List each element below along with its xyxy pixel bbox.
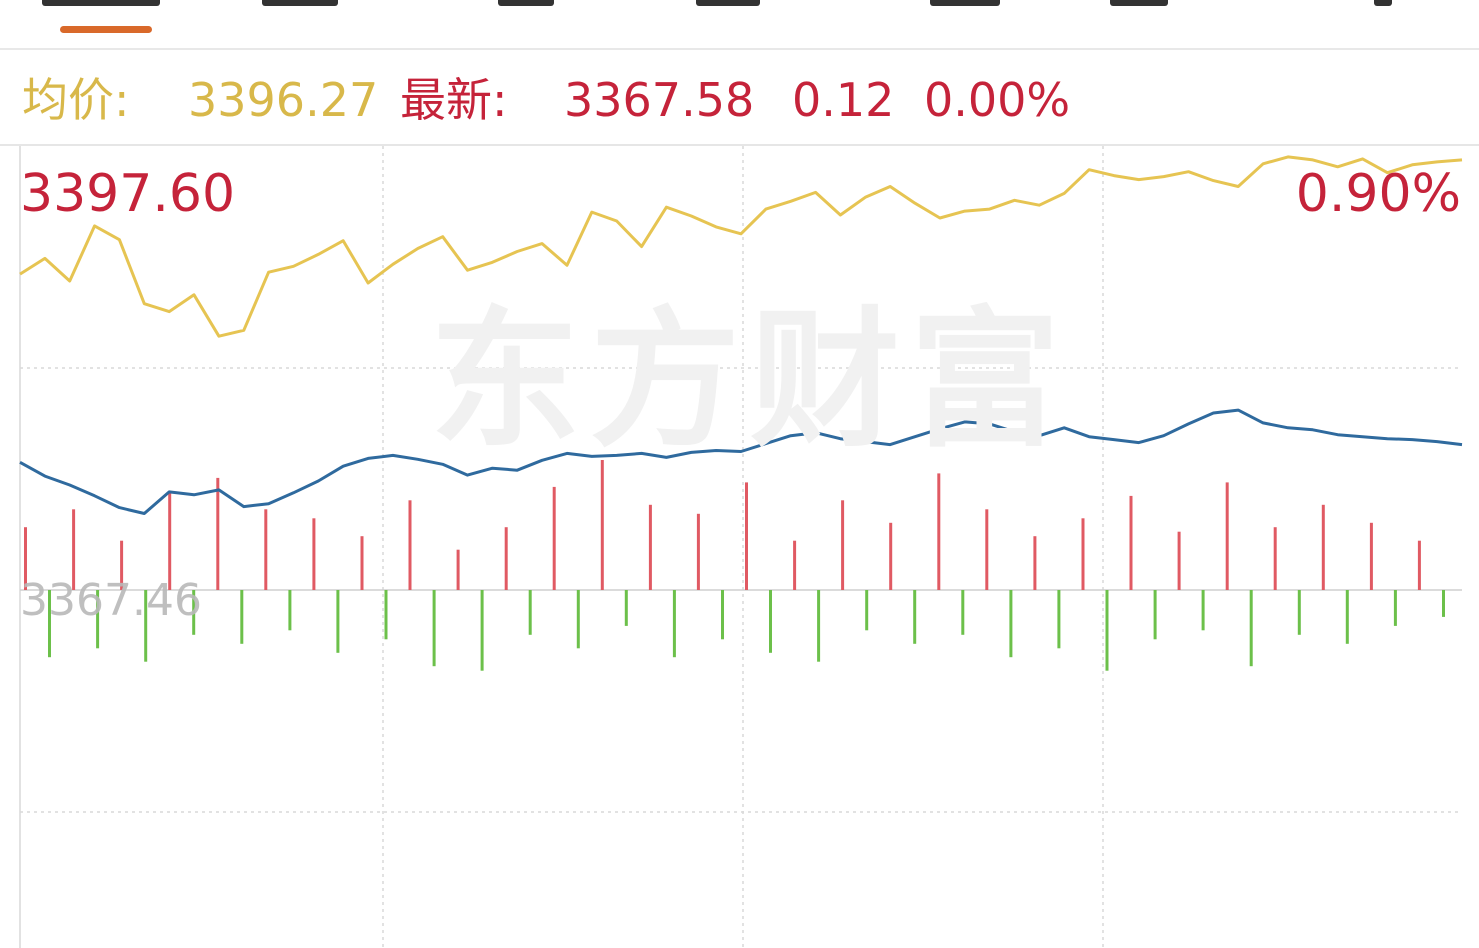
avg-value: 3396.27 bbox=[188, 73, 379, 127]
change-value: 0.12 bbox=[792, 73, 895, 127]
volume-bar bbox=[528, 590, 532, 635]
volume-bar bbox=[360, 536, 364, 590]
volume-bar bbox=[793, 540, 797, 590]
volume-bar bbox=[120, 540, 124, 590]
tab-3[interactable] bbox=[498, 0, 554, 6]
volume-bar bbox=[1081, 518, 1085, 590]
volume-bar bbox=[1201, 590, 1205, 631]
volume-bar bbox=[648, 504, 652, 590]
volume-bar bbox=[1129, 495, 1133, 590]
volume-bar bbox=[865, 590, 869, 631]
chart-svg bbox=[19, 146, 1463, 948]
volume-bar bbox=[937, 473, 941, 590]
volume-bar bbox=[504, 527, 508, 590]
volume-bar bbox=[985, 509, 989, 590]
volume-bar bbox=[889, 522, 893, 590]
volume-bar bbox=[1273, 527, 1277, 590]
price-line bbox=[19, 155, 1463, 338]
last-label: 最新: bbox=[400, 73, 508, 127]
volume-bar bbox=[312, 518, 316, 590]
volume-bar bbox=[624, 590, 628, 626]
active-tab-underline bbox=[60, 26, 152, 33]
volume-bar bbox=[1153, 590, 1157, 640]
volume-bar bbox=[841, 500, 845, 590]
volume-bar bbox=[1297, 590, 1301, 635]
volume-bar bbox=[144, 590, 148, 662]
intraday-chart: 东方财富 3397.60 0.90% 3367.46 bbox=[0, 146, 1479, 948]
volume-bar bbox=[1225, 482, 1229, 590]
volume-bar bbox=[1345, 590, 1349, 644]
avg-label: 均价: bbox=[22, 73, 130, 127]
tab-5[interactable] bbox=[930, 0, 1000, 6]
volume-bar bbox=[1105, 590, 1109, 671]
tab-4[interactable] bbox=[696, 0, 760, 6]
tab-1[interactable] bbox=[42, 0, 160, 6]
volume-bar bbox=[288, 590, 292, 631]
volume-bar bbox=[696, 513, 700, 590]
tab-7[interactable] bbox=[1374, 0, 1392, 6]
volume-bar bbox=[408, 500, 412, 590]
volume-bar bbox=[336, 590, 340, 653]
volume-bar bbox=[216, 477, 220, 590]
volume-bar bbox=[817, 590, 821, 662]
volume-bar bbox=[1177, 531, 1181, 590]
volume-bar bbox=[1442, 590, 1445, 617]
volume-bar bbox=[745, 482, 748, 590]
volume-bar bbox=[456, 549, 460, 590]
volume-bar bbox=[1369, 522, 1373, 590]
volume-bar bbox=[961, 590, 965, 635]
volume-bar bbox=[552, 486, 556, 590]
tab-2[interactable] bbox=[262, 0, 338, 6]
volume-bar bbox=[672, 590, 676, 658]
volume-bar bbox=[1393, 590, 1397, 626]
volume-bar bbox=[240, 590, 244, 644]
volume-bar bbox=[96, 590, 100, 649]
quote-bar: 均价: 3396.27 最新: 3367.58 0.12 0.00% bbox=[0, 50, 1479, 146]
volume-bar bbox=[1321, 504, 1325, 590]
volume-bar bbox=[721, 590, 724, 640]
volume-bar bbox=[1009, 590, 1013, 658]
volume-bar bbox=[168, 491, 172, 590]
volume-bar bbox=[1249, 590, 1253, 667]
volume-bar bbox=[384, 590, 388, 640]
change-percent: 0.00% bbox=[924, 73, 1071, 127]
last-value: 3367.58 bbox=[564, 73, 755, 127]
volume-bar bbox=[1417, 540, 1421, 590]
volume-bar bbox=[1033, 536, 1037, 590]
top-pct-label: 0.90% bbox=[1295, 164, 1461, 224]
volume-bar bbox=[432, 590, 436, 667]
volume-bar bbox=[480, 590, 484, 671]
volume-bar bbox=[1057, 590, 1061, 649]
tab-6[interactable] bbox=[1110, 0, 1168, 6]
volume-bar bbox=[600, 460, 604, 590]
volume-bar bbox=[576, 590, 580, 649]
volume-bar bbox=[24, 527, 27, 590]
volume-bar bbox=[913, 590, 917, 644]
avg-line bbox=[19, 408, 1463, 515]
volume-bar bbox=[192, 590, 196, 635]
top-price-label: 3397.60 bbox=[20, 164, 236, 224]
volume-bar bbox=[48, 590, 51, 658]
volume-bar bbox=[72, 509, 76, 590]
volume-bar bbox=[769, 590, 772, 653]
base-price-label: 3367.46 bbox=[20, 575, 202, 626]
volume-bar bbox=[264, 509, 268, 590]
tab-bar bbox=[0, 0, 1479, 50]
watermark: 东方财富 bbox=[430, 294, 1071, 468]
